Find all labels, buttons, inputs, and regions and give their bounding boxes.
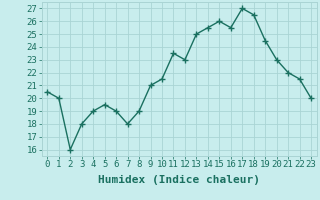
X-axis label: Humidex (Indice chaleur): Humidex (Indice chaleur) (98, 175, 260, 185)
